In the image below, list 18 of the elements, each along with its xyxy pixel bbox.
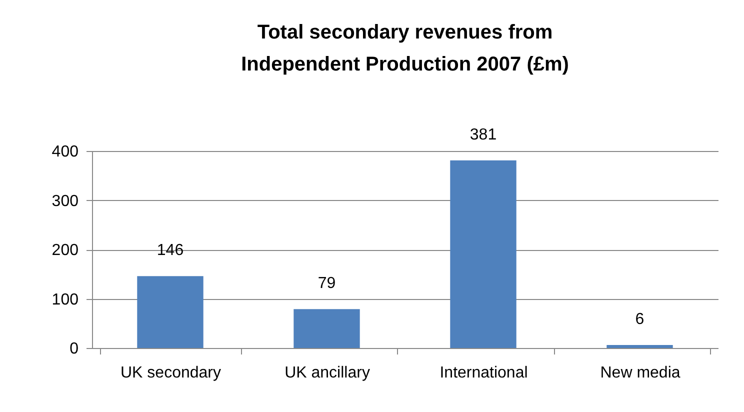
bar [606,345,673,348]
y-tick-label: 300 [52,192,79,210]
bar [137,276,204,348]
chart-title: Total secondary revenues from Independent Production 2007 (£m) [241,21,569,76]
x-tick-label: New media [600,364,680,382]
x-tick-label: UK ancillary [284,364,370,382]
data-label: 146 [156,242,184,260]
y-tick-label: 200 [52,242,79,259]
x-tick-label: UK secondary [120,364,221,382]
y-tick-label: 0 [70,340,79,358]
data-label: 381 [470,126,497,144]
data-label: 79 [318,275,336,292]
bar [294,309,360,348]
bar [450,160,516,348]
data-label: 6 [635,311,644,328]
y-tick-label: 400 [52,144,79,160]
x-tick-label: International [440,364,528,382]
y-tick-label: 100 [52,291,79,308]
